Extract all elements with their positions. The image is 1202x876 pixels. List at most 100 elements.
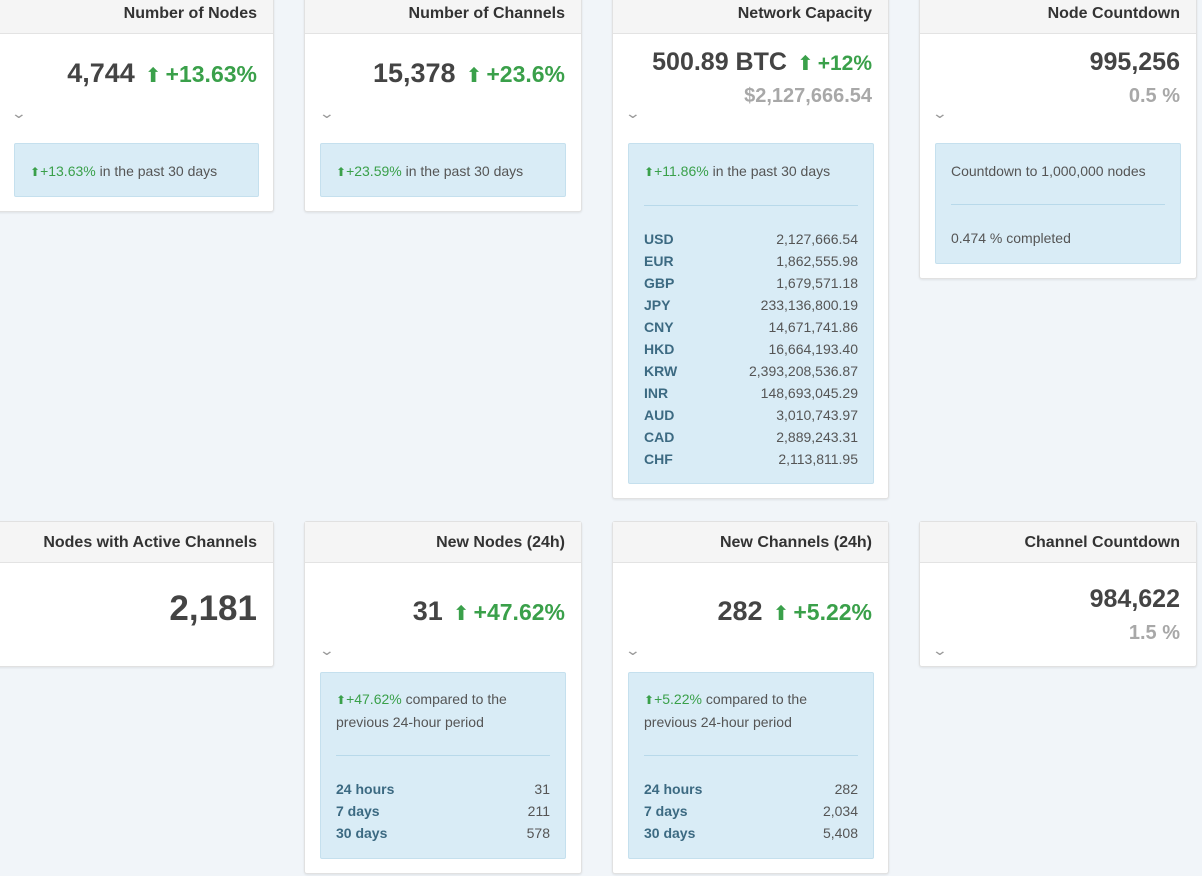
row-value: 282 [834,781,858,797]
divider [951,204,1165,205]
row-label: 30 days [336,825,388,841]
row-label: CAD [644,429,675,445]
chevron-down-icon[interactable]: ⌄ [931,105,949,121]
card-title: Node Countdown [920,0,1196,34]
chevron-down-icon[interactable]: ⌄ [318,642,336,658]
row-label: KRW [644,363,678,379]
card-network-capacity: Network Capacity 500.89 BTC ⬆ +12% $2,127,… [612,0,889,499]
up-arrow-icon: ⬆ [30,165,41,179]
card-title: Network Capacity [613,0,888,34]
row-value: 2,889,243.31 [776,429,858,445]
countdown-completed: 0.474 % completed [951,230,1071,246]
card-title: Channel Countdown [920,522,1196,563]
row-label: INR [644,385,669,401]
row-label: GBP [644,275,675,291]
percent-change: +5.22% [793,599,872,625]
row-label: 24 hours [336,781,395,797]
table-row: 24 hours 31 [336,778,550,800]
table-row: KRW 2,393,208,536.87 [644,360,858,382]
up-arrow-icon: ⬆ [452,603,470,625]
card-number-of-nodes: Number of Nodes 4,744 ⬆ +13.63% ⌄ ⬆+13.63%… [0,0,274,212]
table-row: 30 days 5,408 [644,822,858,844]
period-table: 24 hours 282 7 days 2,034 30 days 5,408 [644,778,858,844]
table-row: AUD 3,010,743.97 [644,404,858,426]
row-value: 233,136,800.19 [760,297,858,313]
percent-change: +13.63% [165,61,257,87]
active-nodes-value: 2,181 [169,589,257,628]
info-panel: ⬆+11.86% in the past 30 days USD 2,127,66… [628,143,874,484]
row-label: AUD [644,407,675,423]
table-row: 24 hours 282 [644,778,858,800]
chevron-down-icon[interactable]: ⌄ [10,105,28,121]
row-value: 5,408 [822,825,858,841]
chevron-down-icon[interactable]: ⌄ [624,642,642,658]
new-channels-value: 282 [717,596,763,626]
row-label: 24 hours [644,781,703,797]
card-title: Nodes with Active Channels [0,522,273,563]
table-row: HKD 16,664,193.40 [644,338,858,360]
percent-change: +47.62% [473,599,565,625]
countdown-percent: 1.5 % [1128,622,1180,644]
table-row: CNY 14,671,741.86 [644,316,858,338]
info-panel: ⬆+47.62% compared to the previous 24-hou… [320,672,566,859]
row-label: EUR [644,253,674,269]
row-value: 148,693,045.29 [760,385,858,401]
row-label: USD [644,231,674,247]
card-title: Number of Channels [305,0,581,34]
table-row: CAD 2,889,243.31 [644,426,858,448]
chevron-down-icon[interactable]: ⌄ [931,642,949,658]
row-value: 578 [526,825,550,841]
new-nodes-value: 31 [412,596,443,626]
row-value: 3,010,743.97 [776,407,858,423]
card-channel-countdown: Channel Countdown 984,622 1.5 % ⌄ [919,521,1197,667]
percent-change: +23.6% [486,61,565,87]
row-label: 30 days [644,825,696,841]
table-row: INR 148,693,045.29 [644,382,858,404]
table-row: USD 2,127,666.54 [644,228,858,250]
row-value: 1,862,555.98 [776,253,858,269]
up-arrow-icon: ⬆ [772,603,790,625]
capacity-btc-value: 500.89 BTC [652,48,787,76]
up-arrow-icon: ⬆ [144,65,162,87]
channel-count-value: 15,378 [372,58,456,88]
row-label: 7 days [644,803,688,819]
node-count-value: 4,744 [67,58,135,88]
row-label: CNY [644,319,674,335]
up-arrow-icon: ⬆ [644,693,655,707]
row-value: 2,393,208,536.87 [749,363,858,379]
divider [644,205,858,206]
info-panel: ⬆+13.63% in the past 30 days [14,143,259,197]
row-label: CHF [644,451,673,467]
countdown-value: 984,622 [1089,585,1180,613]
period-table: 24 hours 31 7 days 211 30 days 578 [336,778,550,844]
chevron-down-icon[interactable]: ⌄ [318,105,336,121]
up-arrow-icon: ⬆ [336,693,347,707]
row-value: 16,664,193.40 [768,341,858,357]
row-label: HKD [644,341,675,357]
countdown-value: 995,256 [1089,48,1180,76]
up-arrow-icon: ⬆ [796,53,814,75]
chevron-down-icon[interactable]: ⌄ [624,105,642,121]
row-value: 2,034 [822,803,858,819]
info-panel: ⬆+23.59% in the past 30 days [320,143,566,197]
percent-change: +12% [817,52,872,75]
row-label: 7 days [336,803,380,819]
row-label: JPY [644,297,671,313]
card-title: Number of Nodes [0,0,273,34]
info-panel: Countdown to 1,000,000 nodes 0.474 % com… [935,143,1181,264]
table-row: 7 days 2,034 [644,800,858,822]
row-value: 31 [534,781,550,797]
up-arrow-icon: ⬆ [644,165,655,179]
row-value: 1,679,571.18 [776,275,858,291]
table-row: JPY 233,136,800.19 [644,294,858,316]
card-number-of-channels: Number of Channels 15,378 ⬆ +23.6% ⌄ ⬆+23.… [304,0,582,212]
table-row: CHF 2,113,811.95 [644,448,858,470]
capacity-usd-value: $2,127,666.54 [744,85,872,107]
currency-table: USD 2,127,666.54 EUR 1,862,555.98 GBP 1,679,5… [644,228,858,470]
table-row: 30 days 578 [336,822,550,844]
row-value: 14,671,741.86 [768,319,858,335]
up-arrow-icon: ⬆ [336,165,347,179]
row-value: 211 [527,803,550,819]
card-title: New Channels (24h) [613,522,888,563]
table-row: GBP 1,679,571.18 [644,272,858,294]
